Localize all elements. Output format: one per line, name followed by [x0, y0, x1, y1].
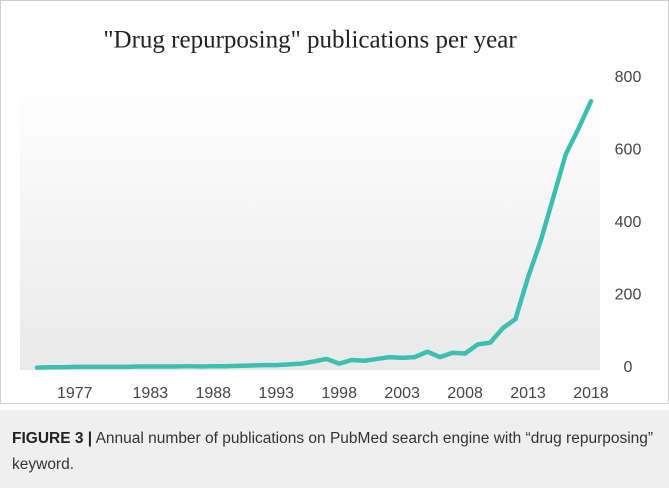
plot-background: [20, 80, 600, 370]
y-tick-label: 0: [624, 359, 633, 376]
x-tick-label: 1983: [133, 385, 169, 402]
caption-text: Annual number of publications on PubMed …: [12, 430, 654, 473]
y-tick-label: 200: [615, 287, 642, 304]
x-tick-label: 2013: [510, 385, 546, 402]
x-tick-label: 2018: [573, 385, 609, 402]
x-tick-label: 1993: [258, 385, 294, 402]
data-line: [34, 98, 594, 370]
chart: "Drug repurposing" publications per year…: [0, 0, 669, 404]
x-tick-label: 1977: [57, 385, 93, 402]
caption-label: FIGURE 3 |: [12, 430, 93, 447]
x-tick-label: 1998: [321, 385, 357, 402]
x-tick-label: 1988: [195, 385, 231, 402]
chart-title: "Drug repurposing" publications per year: [103, 27, 517, 54]
y-tick-label: 800: [615, 69, 642, 86]
y-tick-label: 600: [615, 142, 642, 159]
caption: FIGURE 3 | Annual number of publications…: [0, 410, 669, 488]
y-tick-label: 400: [615, 214, 642, 231]
x-tick-label: 2003: [384, 385, 420, 402]
x-tick-label: 2008: [447, 385, 483, 402]
